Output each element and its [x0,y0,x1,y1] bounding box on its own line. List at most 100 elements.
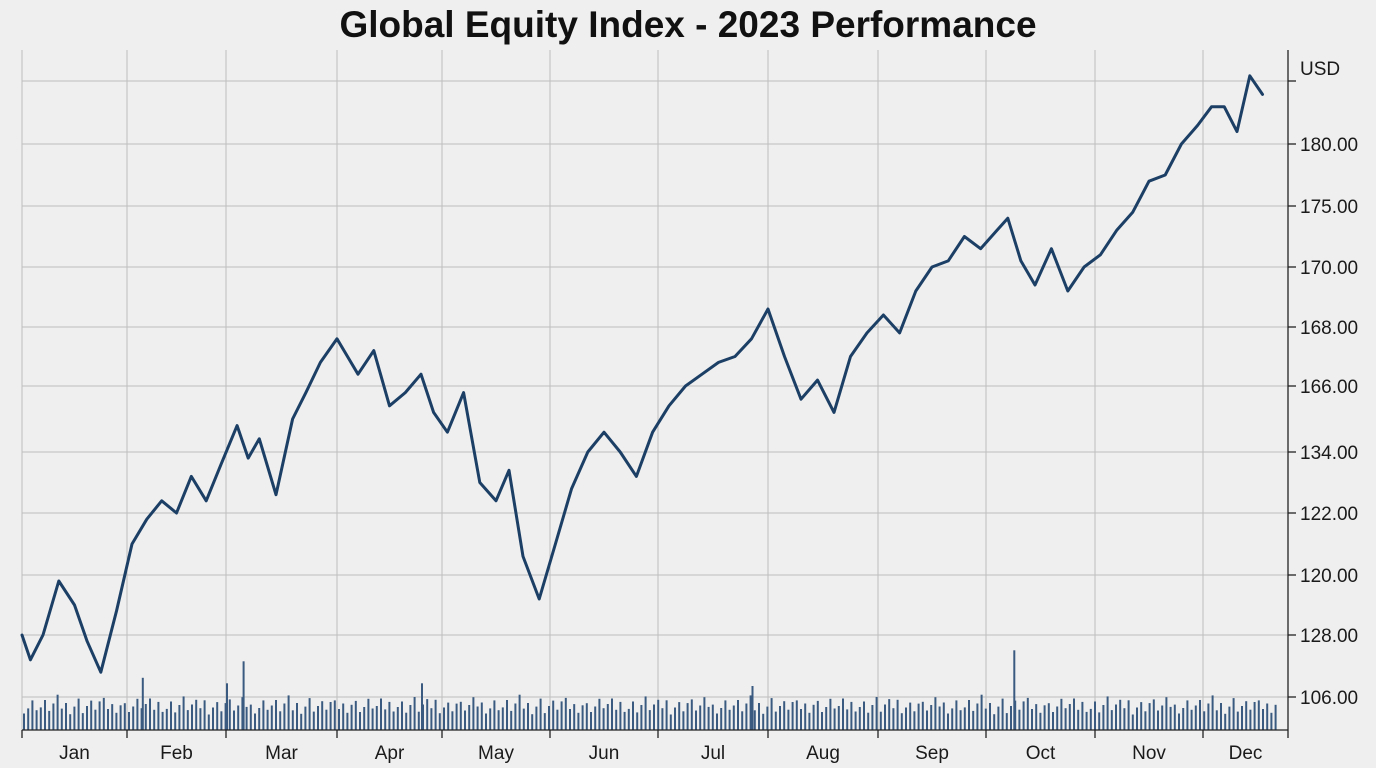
volume-bar [321,701,324,730]
volume-bar [833,708,836,730]
volume-bar [564,697,567,730]
volume-bar [141,677,144,731]
volume-bar [430,708,433,730]
volume-bar [195,699,198,730]
x-tick-label: Aug [806,743,840,764]
volume-bar [174,712,177,730]
volume-bar [212,707,214,730]
volume-bar [699,705,702,730]
volume-bar [455,703,458,730]
volume-bar [795,700,798,730]
volume-bar [1127,700,1130,730]
volume-bar [136,698,139,730]
volume-bar [1031,709,1033,730]
volume-bar [476,706,479,730]
volume-bar [657,699,660,730]
volume-bar [350,704,353,730]
volume-bar [119,705,122,731]
volume-bar [598,698,601,730]
volume-bar [1119,699,1122,730]
volume-bar [737,700,739,730]
volume-bar [867,712,870,730]
x-tick-label: Feb [160,743,193,764]
volume-bar [1068,704,1071,730]
volume-bar [1144,711,1147,730]
volume-bar [312,711,315,730]
volume-bar [602,708,605,730]
volume-bar [149,698,151,730]
volume-bar [921,701,924,730]
volume-bar [1043,705,1046,731]
volume-bar [128,712,130,730]
y-axis-unit-label: USD [1300,59,1340,80]
volume-bar [489,708,492,730]
volume-bar [409,705,412,730]
volume-bar [653,704,655,730]
volume-bar [543,713,546,730]
volume-bar [56,694,59,730]
volume-bar [531,714,534,730]
volume-bar [749,695,752,730]
volume-bar [258,708,261,731]
volume-bar [161,711,164,731]
volume-bar [640,705,643,730]
volume-bar [241,697,244,730]
volume-bar [648,710,651,730]
volume-bar [900,713,903,730]
volume-bar [1001,698,1004,730]
volume-bar [842,698,844,730]
volume-bar [896,699,899,730]
volume-bar [153,709,156,730]
volume-bar [938,706,941,730]
x-tick-label: Nov [1132,743,1166,764]
volume-bar [745,703,748,730]
volume-bar [90,700,93,730]
volume-bar [132,706,135,730]
volume-bar [510,710,513,730]
volume-bar [60,708,63,730]
volume-bar [1236,711,1239,730]
volume-bar [480,702,483,730]
volume-bar [384,709,387,730]
volume-bar [242,661,245,731]
volume-bar [1106,696,1109,730]
volume-bar [233,710,235,730]
volume-bar [1010,706,1012,730]
volume-bar [728,709,731,730]
volume-bar [850,701,853,730]
volume-bar [1274,704,1277,730]
volume-bar [1249,709,1252,730]
volume-bar [741,711,744,730]
volume-bar [308,698,311,730]
volume-bar [1094,701,1096,730]
y-tick-label: 120.00 [1300,566,1358,587]
volume-bar [325,709,328,730]
volume-bar [405,712,408,730]
volume-bar [548,706,550,730]
volume-bar [77,698,80,730]
volume-bar [1220,703,1222,730]
volume-bar [501,707,504,730]
volume-bar [636,712,639,730]
volume-bar [1089,708,1092,730]
volume-bar [165,708,168,730]
volume-bar [909,702,912,730]
volume-bar [65,703,67,730]
volume-bar [107,709,109,730]
x-tick-label: May [478,743,514,764]
volume-bar [1026,697,1029,730]
volume-bar [1186,700,1189,730]
volume-bar [812,704,815,730]
volume-bar [451,711,454,730]
volume-bar [527,703,529,730]
volume-bar [783,701,786,730]
volume-bar [354,700,357,730]
volume-bar [581,705,584,731]
volume-bar [413,697,416,730]
volume-bar [497,710,500,730]
volume-bar [1182,708,1185,731]
volume-bar [333,700,336,730]
volume-bar [1165,697,1168,730]
volume-bar [879,711,882,730]
volume-bar [371,708,374,730]
